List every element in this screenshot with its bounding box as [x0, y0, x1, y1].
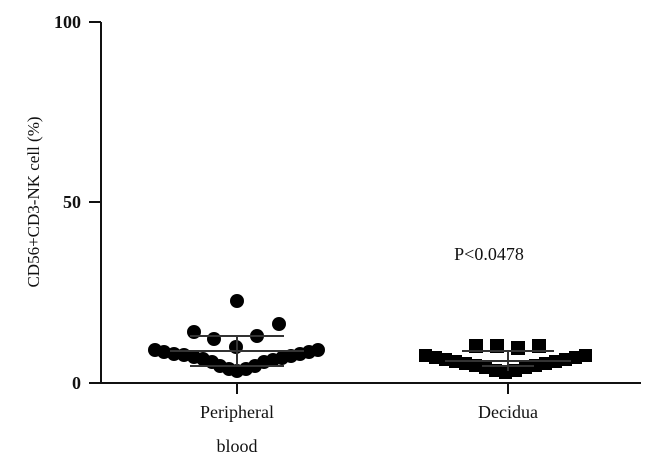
y-tick-0: 0 [72, 373, 81, 393]
y-axis-title: CD56+CD3-NK cell (%) [24, 116, 43, 287]
x-axis: Peripheral blood Decidua [89, 382, 641, 456]
series-decidua [419, 339, 592, 379]
y-tick-100: 100 [54, 12, 81, 32]
x-label-blood: blood [216, 436, 257, 456]
x-label-decidua: Decidua [478, 402, 538, 422]
x-label-peripheral: Peripheral [200, 402, 274, 422]
errorbar-decidua [445, 350, 571, 371]
y-axis: 100 50 0 CD56+CD3-NK cell (%) [24, 12, 102, 393]
y-tick-50: 50 [63, 192, 81, 212]
p-value-annotation: P<0.0478 [454, 244, 524, 264]
errorbar-peripheral-blood [170, 335, 304, 367]
